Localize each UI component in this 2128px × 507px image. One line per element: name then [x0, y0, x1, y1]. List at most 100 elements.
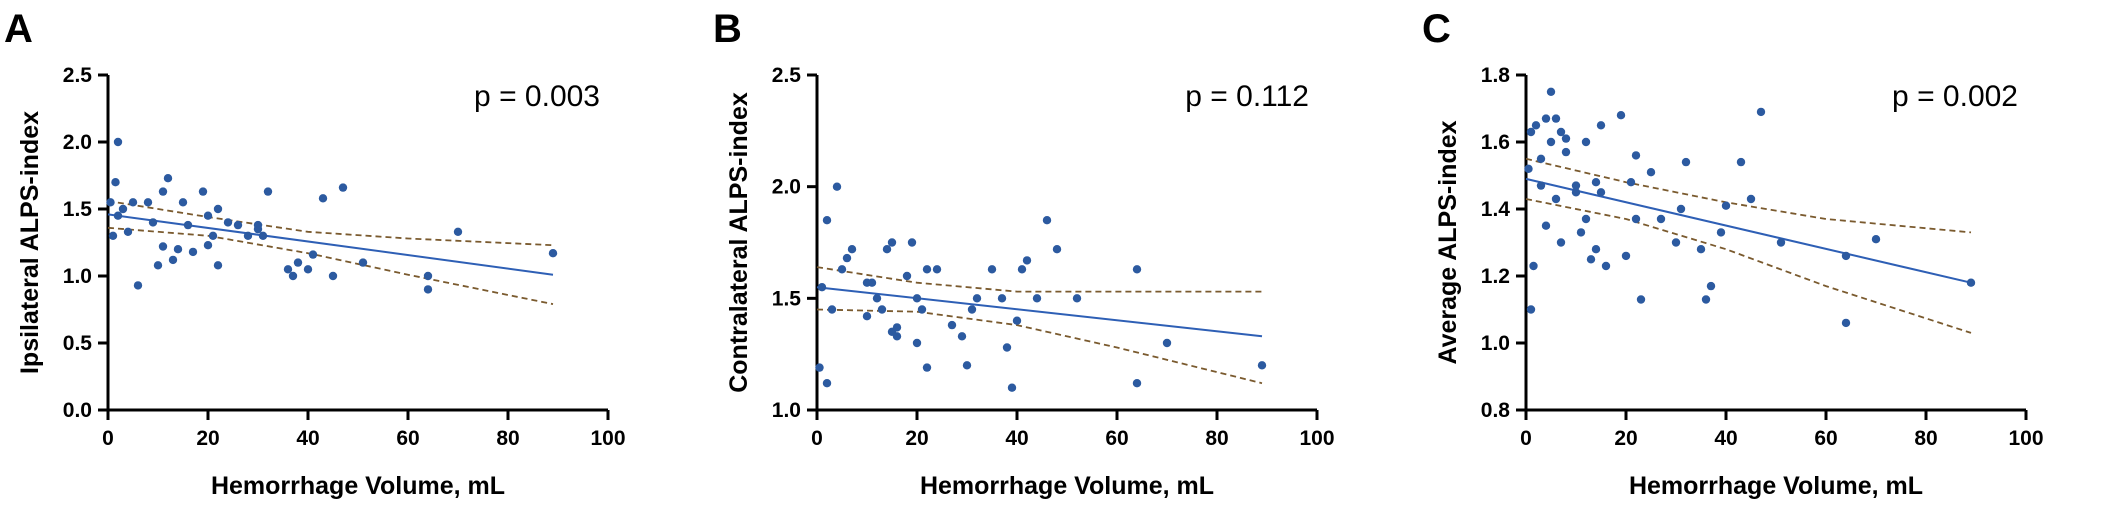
x-axis-title: Hemorrhage Volume, mL [211, 472, 505, 500]
x-tick-label: 0 [1520, 427, 1532, 450]
data-point [423, 271, 433, 281]
data-point [1017, 265, 1027, 274]
data-point [1561, 134, 1571, 143]
regression-line [1525, 177, 1972, 284]
data-point [1676, 204, 1686, 214]
data-point [822, 379, 832, 388]
data-point [912, 294, 922, 303]
y-tick-label: 1.8 [1481, 64, 1511, 87]
data-point [1841, 318, 1851, 328]
data-point [1571, 181, 1581, 190]
data-point [922, 363, 932, 372]
data-point [1626, 178, 1636, 187]
x-tick-label: 20 [196, 427, 219, 450]
data-point [1591, 245, 1601, 254]
data-point [1524, 164, 1533, 173]
regression-line [816, 286, 1263, 338]
data-point [827, 305, 837, 314]
data-point [957, 332, 967, 341]
data-point [1052, 245, 1062, 254]
x-tick-label: 100 [590, 427, 625, 450]
x-tick-label: 0 [102, 427, 114, 450]
data-point [1571, 188, 1581, 197]
x-tick-label: 40 [1005, 427, 1028, 450]
data-point [158, 187, 168, 196]
data-point [213, 204, 223, 214]
data-point [1646, 168, 1656, 177]
data-point [872, 294, 882, 303]
data-point [1022, 256, 1032, 265]
data-point [1696, 245, 1706, 254]
data-point [1736, 157, 1746, 167]
ci-lower-band [816, 308, 1263, 385]
data-point [1162, 338, 1172, 348]
data-point [932, 265, 942, 274]
data-point [338, 183, 348, 192]
data-point [1581, 137, 1591, 147]
data-point [882, 245, 892, 254]
data-point [997, 294, 1007, 303]
y-tick-label: 2.0 [63, 131, 92, 154]
y-axis-title: Contralateral ALPS-index [725, 92, 753, 393]
y-tick-label: 1.6 [1481, 131, 1510, 154]
data-point [1536, 154, 1546, 163]
ci-lower-band [1525, 198, 1972, 334]
y-axis-title: Average ALPS-index [1434, 120, 1462, 364]
data-point [1671, 238, 1681, 247]
data-point [318, 194, 328, 203]
data-point [1072, 294, 1082, 303]
data-point [1012, 316, 1022, 325]
y-axis-title: Ipsilateral ALPS-index [16, 111, 44, 374]
data-point [1871, 235, 1881, 244]
data-point [1526, 127, 1536, 137]
data-point [108, 231, 118, 240]
data-point [1591, 178, 1601, 187]
data-point [111, 178, 120, 187]
data-point [1007, 383, 1017, 392]
data-point [987, 265, 997, 274]
y-tick-label: 1.5 [63, 198, 93, 221]
chart-c: C 0.8 1.0 1.2 1.4 1.6 1.8 0 20 40 60 80 100 Hemorrhag… [1422, 7, 2044, 500]
data-point [288, 271, 298, 281]
data-point [233, 220, 243, 230]
ci-upper-band [107, 200, 554, 247]
data-point [358, 258, 368, 267]
data-point [143, 198, 153, 207]
data-point [1551, 194, 1561, 204]
data-point [917, 305, 927, 314]
data-point [106, 198, 115, 207]
data-point [1721, 201, 1731, 210]
panel-c: C 0.8 1.0 1.2 1.4 1.6 1.8 0 20 40 60 80 100 Hemorrhag… [1418, 0, 2127, 507]
ci-lower-band [107, 226, 554, 305]
data-point [837, 265, 847, 274]
data-point [1631, 214, 1641, 224]
data-point [223, 218, 233, 227]
data-point [213, 261, 223, 270]
data-point [912, 338, 922, 348]
x-axis-title: Hemorrhage Volume, mL [1629, 472, 1923, 500]
y-tick-label: 1.0 [63, 265, 92, 288]
x-tick-label: 20 [1614, 427, 1637, 450]
y-tick-label: 0.8 [1481, 399, 1511, 422]
data-point [1581, 214, 1591, 224]
x-axis-title: Hemorrhage Volume, mL [920, 472, 1214, 500]
panel-letter: C [1422, 7, 1451, 51]
data-point [163, 174, 173, 183]
panel-letter: B [713, 7, 742, 51]
data-point [967, 305, 977, 314]
data-point [128, 198, 138, 207]
data-point [243, 231, 253, 240]
data-point [113, 211, 123, 220]
x-tick-label: 80 [1914, 427, 1937, 450]
y-tick-label: 0.0 [63, 399, 92, 422]
data-point [308, 250, 318, 259]
data-point [198, 187, 208, 196]
data-point [862, 312, 872, 321]
data-point [1596, 188, 1606, 197]
data-point [1529, 261, 1538, 271]
data-point [1546, 87, 1556, 97]
x-tick-label: 80 [1205, 427, 1228, 450]
panel-a: A 0.0 0.5 1.0 1.5 2.0 2.5 0 20 40 60 80 100 Hemorrhag… [0, 0, 709, 507]
data-point [832, 182, 842, 191]
data-point [1536, 181, 1546, 190]
